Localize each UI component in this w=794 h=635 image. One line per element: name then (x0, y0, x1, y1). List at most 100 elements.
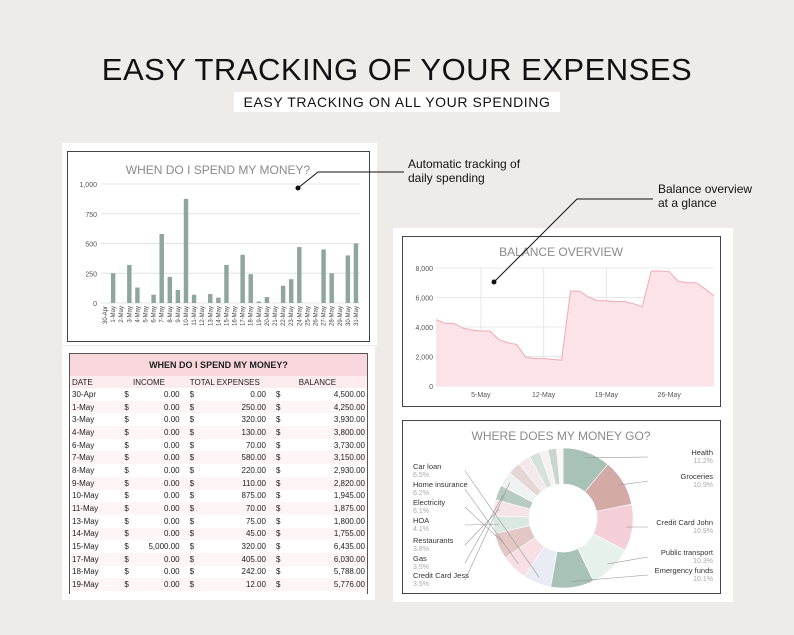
cell-expenses: 0.00 (250, 389, 266, 399)
cell-expenses: 250.00 (202, 400, 268, 414)
cell-balance: 4,250.00 (289, 400, 367, 414)
bar-xtick-label: 19-May (257, 306, 263, 326)
bar-xtick-label: 29-May (338, 306, 344, 326)
cell-expenses: 70.00 (245, 440, 266, 450)
cell-expenses: 45.00 (202, 527, 268, 541)
bar-xtick-label: 2-May (119, 306, 125, 323)
cell-currency: $ (275, 389, 281, 399)
pie-pct: 10.9% (693, 528, 713, 535)
cell-balance: 6,030.00 (289, 552, 367, 566)
bar (208, 294, 213, 303)
pie-leader (571, 574, 649, 582)
bar-xtick-label: 3-May (127, 306, 133, 323)
bar (159, 233, 164, 303)
page-title: EASY TRACKING OF YOUR EXPENSES (101, 52, 693, 87)
cell-currency: $ (189, 542, 195, 552)
pie-label: Home insurance (413, 480, 468, 489)
balance-ytick-label: 4,000 (415, 325, 433, 332)
bar (280, 285, 286, 303)
bar-xtick-label: 4-May (135, 306, 141, 323)
pie-pct: 11.2% (694, 458, 713, 465)
cell-income: 0.00 (137, 552, 182, 566)
table-row: 1-May $0.00 $250.00 $4,250.00 (70, 400, 367, 414)
bar-xtick-label: 31-May (354, 306, 360, 326)
bar-xtick-label: 25-May (305, 306, 311, 326)
cell-currency: $ (181, 400, 203, 414)
balance-ytick-label: 6,000 (415, 296, 433, 303)
cell-date: 10-May (72, 491, 99, 501)
bar-xtick-label: 24-May (297, 306, 303, 326)
cell-currency: $ (267, 502, 290, 515)
bar-xtick-label: 5-May (144, 306, 150, 323)
pie-leader (617, 480, 649, 486)
pie-pct: 3.8% (413, 546, 429, 553)
annotation-balance: Balance overview at a glance (658, 182, 752, 210)
cell-income: 0.00 (137, 451, 182, 465)
cell-income: 0.00 (137, 591, 181, 594)
cell-currency: $ (181, 476, 203, 490)
bar-ytick-label: 500 (85, 242, 97, 249)
cell-date: 13-May (72, 516, 99, 526)
pie-label: Credit Card John (656, 518, 713, 527)
cell-date: 11-May (70, 502, 117, 515)
cell-balance: 1,755.00 (289, 527, 367, 541)
pie-leader (584, 456, 649, 459)
cell-date: 14-May (70, 527, 117, 541)
cell-balance: 2,930.00 (333, 465, 365, 475)
bar (183, 198, 189, 303)
cell-currency: $ (124, 465, 129, 475)
balance-xtick-label: 5-May (471, 392, 491, 399)
pie-pct: 3.5% (413, 581, 429, 588)
bar (224, 264, 229, 303)
cell-income: 0.00 (137, 578, 182, 591)
cell-currency: $ (181, 451, 203, 465)
pie-label: Gas (413, 554, 427, 563)
balance-area (436, 270, 714, 386)
cell-income: 0.00 (164, 415, 180, 425)
bar-xtick-label: 30-Apr (103, 306, 109, 324)
cell-currency: $ (181, 502, 203, 515)
cell-date: 9-May (70, 476, 117, 490)
pie-label: Health (691, 448, 713, 457)
annotation-daily: Automatic tracking of daily spending (408, 157, 520, 185)
pie-leader (464, 508, 500, 546)
pie-label: Car loan (413, 462, 441, 471)
cell-currency: $ (182, 591, 203, 594)
cell-currency: $ (275, 465, 281, 475)
cell-income: 5,000.00 (148, 542, 180, 552)
cell-currency: $ (189, 567, 195, 577)
table-row: 14-May $0.00 $45.00 $1,755.00 (70, 527, 367, 541)
cell-income: 0.00 (164, 491, 180, 501)
balance-ytick-label: 8,000 (415, 266, 433, 273)
cell-expenses: 320.00 (241, 415, 266, 425)
bar-xtick-label: 20-May (265, 306, 271, 326)
cell-expenses: 130.00 (202, 426, 268, 439)
cell-currency: $ (275, 567, 281, 577)
cell-balance: 3,930.00 (333, 415, 365, 425)
annotation-daily-line1: Automatic tracking of (408, 157, 521, 171)
cell-date: 18-May (72, 567, 99, 577)
cell-currency: $ (124, 567, 129, 577)
cell-income: 0.00 (164, 516, 180, 526)
cell-currency: $ (267, 552, 290, 566)
table-row: 8-May $0.00 $220.00 $2,930.00 (70, 464, 367, 477)
pie-leader (464, 488, 519, 564)
cell-date: 30-Apr (72, 389, 97, 399)
cell-date: 3-May (72, 415, 95, 425)
cell-date: 7-May (70, 451, 117, 465)
cell-currency: $ (189, 389, 195, 399)
bar (264, 297, 270, 303)
col-income: INCOME (116, 376, 182, 388)
cell-income: 0.00 (137, 502, 182, 515)
bar-chart-frame: WHEN DO I SPEND MY MONEY? 0 250 500 750 1,000… (67, 151, 370, 342)
table-row: 18-May $0.00 $242.00 $5,788.00 (70, 566, 367, 579)
pie-pct: 4.1% (413, 526, 429, 533)
cell-expenses: 70.00 (202, 502, 268, 515)
cell-expenses: 875.00 (241, 491, 266, 501)
bar-xtick-label: 10-May (184, 306, 190, 326)
cell-income: 0.00 (164, 389, 180, 399)
cell-currency: $ (181, 578, 203, 591)
cell-currency: $ (275, 516, 281, 526)
pie-leader (464, 494, 504, 564)
